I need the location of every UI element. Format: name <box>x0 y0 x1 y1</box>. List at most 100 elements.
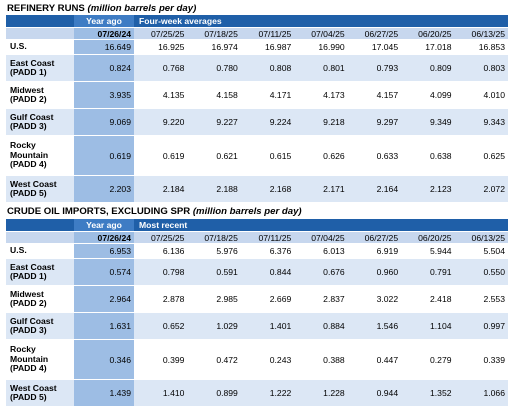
week-value-cell: 1.228 <box>294 379 348 407</box>
week-value-cell: 2.072 <box>454 175 508 203</box>
refinery-runs-table: Year ago Four-week averages 07/26/24 07/25/… <box>6 15 508 203</box>
week-date-cell: 06/13/25 <box>454 27 508 40</box>
header-blank-cell <box>6 15 74 28</box>
week-value-cell: 5.976 <box>187 243 241 259</box>
header-blank-cell <box>6 219 74 232</box>
week-value-cell: 5.944 <box>401 243 455 259</box>
region-label: West Coast (PADD 5) <box>6 379 74 407</box>
region-label: Gulf Coast (PADD 3) <box>6 312 74 340</box>
data-row: Midwest (PADD 2) 3.935 4.135 4.158 4.171 4.17… <box>6 81 508 109</box>
week-value-cell: 5.504 <box>454 243 508 259</box>
week-value-cell: 0.809 <box>401 54 455 82</box>
week-value-cell: 2.184 <box>134 175 188 203</box>
section-subtitle-text: (million barrels per day) <box>87 3 197 14</box>
section-subtitle-text: (million barrels per day) <box>192 206 302 217</box>
data-row: Rocky Mountain (PADD 4) 0.346 0.399 0.472 0.… <box>6 339 508 380</box>
week-value-cell: 4.173 <box>294 81 348 109</box>
week-value-cell: 1.066 <box>454 379 508 407</box>
week-value-cell: 2.669 <box>240 285 295 313</box>
week-value-cell: 0.884 <box>294 312 348 340</box>
year-ago-value: 2.203 <box>74 175 134 203</box>
crude-imports-table: Year ago Most recent 07/26/24 07/25/25 07/18… <box>6 219 508 407</box>
week-value-cell: 6.136 <box>134 243 188 259</box>
week-value-cell: 0.399 <box>134 339 188 380</box>
week-value-cell: 16.987 <box>240 39 295 55</box>
data-row: Midwest (PADD 2) 2.964 2.878 2.985 2.669 2.83… <box>6 285 508 313</box>
year-ago-value: 0.824 <box>74 54 134 82</box>
week-value-cell: 9.218 <box>294 108 348 136</box>
week-value-cell: 6.013 <box>294 243 348 259</box>
week-date-cell: 07/11/25 <box>240 231 295 244</box>
section-title-text: CRUDE OIL IMPORTS, EXCLUDING SPR <box>7 206 191 217</box>
year-ago-value: 16.649 <box>74 39 134 55</box>
week-value-cell: 1.546 <box>347 312 402 340</box>
data-row: U.S. 6.953 6.136 5.976 6.376 6.013 6.919 5.944 5… <box>6 243 508 259</box>
week-value-cell: 2.188 <box>187 175 241 203</box>
region-label: Midwest (PADD 2) <box>6 285 74 313</box>
week-value-cell: 0.791 <box>401 258 455 286</box>
week-value-cell: 0.388 <box>294 339 348 380</box>
week-value-cell: 0.801 <box>294 54 348 82</box>
week-date-cell: 06/27/25 <box>347 27 402 40</box>
week-value-cell: 0.626 <box>294 135 348 176</box>
week-value-cell: 0.676 <box>294 258 348 286</box>
week-value-cell: 0.899 <box>187 379 241 407</box>
week-value-cell: 2.171 <box>294 175 348 203</box>
week-value-cell: 9.343 <box>454 108 508 136</box>
crude-imports-title: CRUDE OIL IMPORTS, EXCLUDING SPR (millio… <box>7 206 302 217</box>
week-value-cell: 17.018 <box>401 39 455 55</box>
week-value-cell: 9.220 <box>134 108 188 136</box>
region-label: U.S. <box>6 243 74 259</box>
week-value-cell: 0.472 <box>187 339 241 380</box>
refinery-runs-title: REFINERY RUNS (million barrels per day) <box>7 3 196 14</box>
dates-blank-cell <box>6 231 74 244</box>
data-row: Rocky Mountain (PADD 4) 0.619 0.619 0.621 0.… <box>6 135 508 176</box>
week-value-cell: 4.158 <box>187 81 241 109</box>
week-date-cell: 07/11/25 <box>240 27 295 40</box>
week-value-cell: 4.171 <box>240 81 295 109</box>
week-date-cell: 07/18/25 <box>187 27 241 40</box>
week-value-cell: 1.029 <box>187 312 241 340</box>
week-value-cell: 1.352 <box>401 379 455 407</box>
week-value-cell: 1.104 <box>401 312 455 340</box>
week-value-cell: 0.844 <box>240 258 295 286</box>
week-value-cell: 0.780 <box>187 54 241 82</box>
year-ago-header: Year ago <box>74 15 134 28</box>
week-value-cell: 9.349 <box>401 108 455 136</box>
week-value-cell: 2.878 <box>134 285 188 313</box>
week-value-cell: 0.279 <box>401 339 455 380</box>
region-label: Midwest (PADD 2) <box>6 81 74 109</box>
region-label: East Coast (PADD 1) <box>6 258 74 286</box>
week-date-cell: 07/18/25 <box>187 231 241 244</box>
week-value-cell: 0.798 <box>134 258 188 286</box>
dates-blank-cell <box>6 27 74 40</box>
year-ago-value: 0.574 <box>74 258 134 286</box>
week-value-cell: 4.010 <box>454 81 508 109</box>
week-date-cell: 07/04/25 <box>294 27 348 40</box>
week-value-cell: 0.550 <box>454 258 508 286</box>
year-ago-value: 2.964 <box>74 285 134 313</box>
week-value-cell: 17.045 <box>347 39 402 55</box>
header-row: Year ago Four-week averages <box>6 15 508 28</box>
week-value-cell: 1.410 <box>134 379 188 407</box>
week-date-cell: 07/25/25 <box>134 27 188 40</box>
week-value-cell: 0.339 <box>454 339 508 380</box>
dates-row: 07/26/24 07/25/25 07/18/25 07/11/25 07/04/25… <box>6 231 508 244</box>
week-value-cell: 0.768 <box>134 54 188 82</box>
week-date-cell: 07/04/25 <box>294 231 348 244</box>
week-value-cell: 6.919 <box>347 243 402 259</box>
dates-row: 07/26/24 07/25/25 07/18/25 07/11/25 07/04/25… <box>6 27 508 40</box>
week-value-cell: 2.418 <box>401 285 455 313</box>
year-ago-value: 9.069 <box>74 108 134 136</box>
week-value-cell: 0.793 <box>347 54 402 82</box>
region-label: West Coast (PADD 5) <box>6 175 74 203</box>
year-ago-value: 6.953 <box>74 243 134 259</box>
week-value-cell: 0.621 <box>187 135 241 176</box>
week-value-cell: 1.401 <box>240 312 295 340</box>
section-title-text: REFINERY RUNS <box>7 3 85 14</box>
region-label: Rocky Mountain (PADD 4) <box>6 135 74 176</box>
week-value-cell: 16.974 <box>187 39 241 55</box>
group-header: Most recent <box>134 219 508 232</box>
region-label: Rocky Mountain (PADD 4) <box>6 339 74 380</box>
header-row: Year ago Most recent <box>6 219 508 232</box>
